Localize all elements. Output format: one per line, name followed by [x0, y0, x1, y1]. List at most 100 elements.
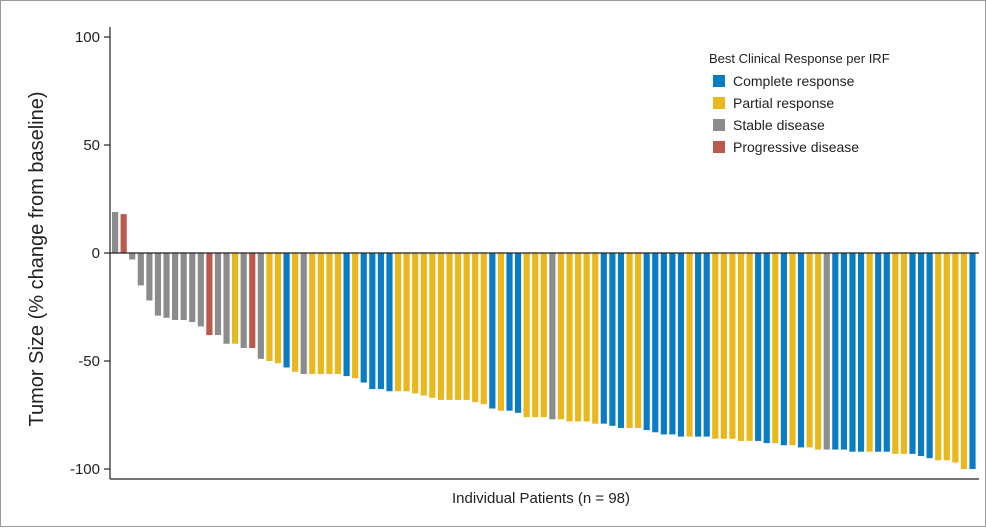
- bar: [592, 253, 598, 424]
- bar: [575, 253, 581, 421]
- bar: [189, 253, 195, 322]
- bar: [146, 253, 152, 301]
- bar: [292, 253, 298, 372]
- bar: [232, 253, 238, 344]
- bar: [112, 212, 118, 253]
- legend-swatch: [713, 141, 725, 153]
- y-axis-title: Tumor Size (% change from baseline): [26, 92, 48, 427]
- bar: [841, 253, 847, 450]
- bar: [249, 253, 255, 348]
- bar: [386, 253, 392, 391]
- bar: [258, 253, 264, 359]
- bar: [909, 253, 915, 454]
- bar: [944, 253, 950, 460]
- x-axis-title: Individual Patients (n = 98): [452, 490, 630, 507]
- legend-swatch: [713, 119, 725, 131]
- bar: [935, 253, 941, 460]
- legend-label: Progressive disease: [733, 139, 859, 155]
- bar: [815, 253, 821, 450]
- bar: [155, 253, 161, 316]
- bar: [832, 253, 838, 450]
- bar: [369, 253, 375, 389]
- bar: [206, 253, 212, 335]
- bar: [584, 253, 590, 421]
- bar: [635, 253, 641, 428]
- legend-swatch: [713, 97, 725, 109]
- bar: [901, 253, 907, 454]
- bar: [601, 253, 607, 424]
- bar: [541, 253, 547, 417]
- bar: [506, 253, 512, 411]
- bar: [138, 253, 144, 285]
- y-axis: 100 50 0 -50 -100: [70, 27, 110, 479]
- bar: [952, 253, 958, 463]
- bar: [626, 253, 632, 428]
- bar: [181, 253, 187, 320]
- bar: [301, 253, 307, 374]
- legend-label: Partial response: [733, 95, 834, 111]
- bar: [489, 253, 495, 409]
- bar: [198, 253, 204, 326]
- bar: [121, 214, 127, 253]
- bar: [807, 253, 813, 447]
- bar: [464, 253, 470, 400]
- bar: [566, 253, 572, 421]
- bar: [695, 253, 701, 437]
- bar: [429, 253, 435, 398]
- bar: [472, 253, 478, 402]
- bar: [969, 253, 975, 469]
- bar: [446, 253, 452, 400]
- y-tick-label: -50: [78, 353, 100, 370]
- bar: [747, 253, 753, 441]
- bar: [867, 253, 873, 452]
- bar: [515, 253, 521, 413]
- bar: [241, 253, 247, 348]
- bar: [918, 253, 924, 456]
- bar: [129, 253, 135, 259]
- bar: [524, 253, 530, 417]
- bar: [215, 253, 221, 335]
- bar: [858, 253, 864, 452]
- bar: [927, 253, 933, 458]
- bar: [395, 253, 401, 391]
- bar: [283, 253, 289, 367]
- bar: [609, 253, 615, 426]
- bar: [455, 253, 461, 400]
- legend: Best Clinical Response per IRF Complete …: [709, 51, 890, 155]
- bar: [764, 253, 770, 443]
- bar: [344, 253, 350, 376]
- bar: [704, 253, 710, 437]
- bar: [781, 253, 787, 445]
- bar: [404, 253, 410, 391]
- bar: [644, 253, 650, 430]
- bar: [326, 253, 332, 374]
- bar: [275, 253, 281, 363]
- bar: [309, 253, 315, 374]
- bar: [961, 253, 967, 469]
- bar: [412, 253, 418, 393]
- bar: [686, 253, 692, 437]
- y-tick-label: -100: [70, 461, 100, 478]
- bar: [729, 253, 735, 439]
- bar: [361, 253, 367, 383]
- bar: [266, 253, 272, 361]
- bar: [498, 253, 504, 411]
- bar: [618, 253, 624, 428]
- bar: [318, 253, 324, 374]
- bar: [549, 253, 555, 419]
- bar: [352, 253, 358, 378]
- bar: [755, 253, 761, 441]
- bar: [669, 253, 675, 434]
- bar: [721, 253, 727, 439]
- bar: [875, 253, 881, 452]
- bar: [849, 253, 855, 452]
- bars-group: [112, 212, 976, 469]
- y-tick-label: 100: [75, 29, 100, 46]
- bar: [163, 253, 169, 318]
- bar: [378, 253, 384, 389]
- bar: [712, 253, 718, 439]
- legend-swatch: [713, 75, 725, 87]
- bar: [438, 253, 444, 400]
- bar: [678, 253, 684, 437]
